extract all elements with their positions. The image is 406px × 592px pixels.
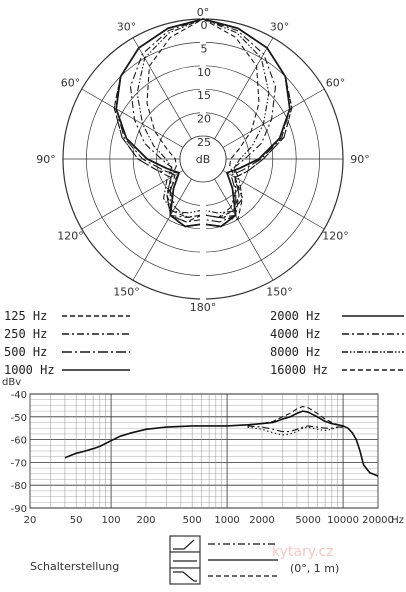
polar-spoke [132, 178, 192, 281]
frequency-series [64, 405, 379, 477]
radial-tick-label: 25 [197, 136, 211, 149]
angle-label: 180° [190, 301, 217, 312]
radial-tick-label: 10 [197, 66, 211, 79]
radial-tick-label: 5 [201, 42, 208, 55]
legend-label: 500 Hz [4, 345, 47, 359]
legend-label: 2000 Hz [270, 309, 321, 323]
y-tick-label: -60 [11, 436, 27, 447]
y-tick-label: -80 [11, 481, 27, 492]
legend-label: 250 Hz [4, 327, 47, 341]
angle-label: 150° [266, 286, 293, 299]
x-tick-label: 200 [136, 515, 155, 526]
angle-label: 150° [113, 286, 140, 299]
polar-center-overlay [179, 135, 227, 183]
y-tick-label: -70 [11, 458, 27, 469]
y-axis-label: dBv [2, 377, 21, 388]
measurement-condition: (0°, 1 m) [290, 562, 339, 575]
angle-label: 90° [350, 153, 370, 166]
legend-label: 4000 Hz [270, 327, 321, 341]
x-tick-label: 1000 [214, 515, 239, 526]
x-tick-label: 5000 [295, 515, 320, 526]
polar-spoke [214, 37, 274, 140]
flat-then-rise-icon [173, 539, 195, 550]
angle-label: 30° [270, 20, 290, 33]
switch-box [169, 551, 201, 569]
polar-spoke [222, 88, 325, 148]
y-tick-label: -50 [11, 413, 27, 424]
angle-label: 60° [326, 77, 346, 90]
x-tick-label: 100 [102, 515, 121, 526]
y-tick-label: -40 [11, 390, 27, 401]
polar-pattern-chart: dB 0 5 10 15 20 25 0° 30° 60° 90° 120° 150° 180° 150°… [36, 6, 370, 312]
polar-unit-label: dB [196, 153, 211, 166]
polar-series: dB [113, 18, 293, 297]
angle-label: 120° [57, 230, 84, 243]
x-tick-label: 10000 [327, 515, 359, 526]
response-curve [247, 425, 344, 433]
radial-tick-label: 20 [197, 113, 211, 126]
polar-spoke [214, 178, 274, 281]
legend-label: 8000 Hz [270, 345, 321, 359]
response-curve [247, 405, 344, 427]
x-tick-label: 2000 [249, 515, 274, 526]
angle-label: 120° [322, 230, 349, 243]
x-axis-unit: Hz [391, 515, 404, 526]
switch-position-legend: Schalterstellung (0°, 1 m) kytary.cz [30, 535, 339, 585]
x-tick-label: 50 [70, 515, 83, 526]
radial-tick-label: 0 [201, 19, 208, 32]
radial-tick-label: 15 [197, 89, 211, 102]
polar-spoke [81, 170, 184, 230]
x-tick-label: 20 [24, 515, 37, 526]
angle-label: 30° [117, 20, 137, 33]
polar-spoke [222, 170, 325, 230]
watermark: kytary.cz [272, 544, 334, 560]
legend-label: 1000 Hz [4, 363, 55, 376]
x-tick-label: 20000 [362, 515, 394, 526]
switch-position [169, 535, 278, 553]
polar-spoke [132, 37, 192, 140]
angle-label: 60° [61, 77, 81, 90]
switch-label: Schalterstellung [30, 560, 119, 573]
polar-spoke [81, 88, 184, 148]
polar-labels: 0 5 10 15 20 25 0° 30° 60° 90° 120° 150° 180° 150° 120… [36, 6, 370, 312]
frequency-response-chart: -40 -50 -60 -70 -80 -90 dBv 20 50 100 200 500 1000 20… [2, 377, 404, 526]
legend-label: 16000 Hz [270, 363, 328, 376]
rolloff-icon [173, 571, 197, 582]
frequency-legend: 125 Hz 250 Hz 500 Hz 1000 Hz 2000 Hz 4000 Hz 8… [4, 309, 404, 376]
switch-position [169, 567, 278, 585]
angle-label: 0° [197, 6, 210, 19]
response-curve [64, 410, 379, 477]
legend-label: 125 Hz [4, 309, 47, 323]
y-tick-label: -90 [11, 504, 27, 515]
frequency-labels: -40 -50 -60 -70 -80 -90 dBv 20 50 100 200 500 1000 20… [2, 377, 404, 526]
angle-label: 90° [36, 153, 56, 166]
frequency-grid [29, 393, 379, 509]
switch-position [169, 551, 278, 569]
x-tick-label: 500 [183, 515, 202, 526]
